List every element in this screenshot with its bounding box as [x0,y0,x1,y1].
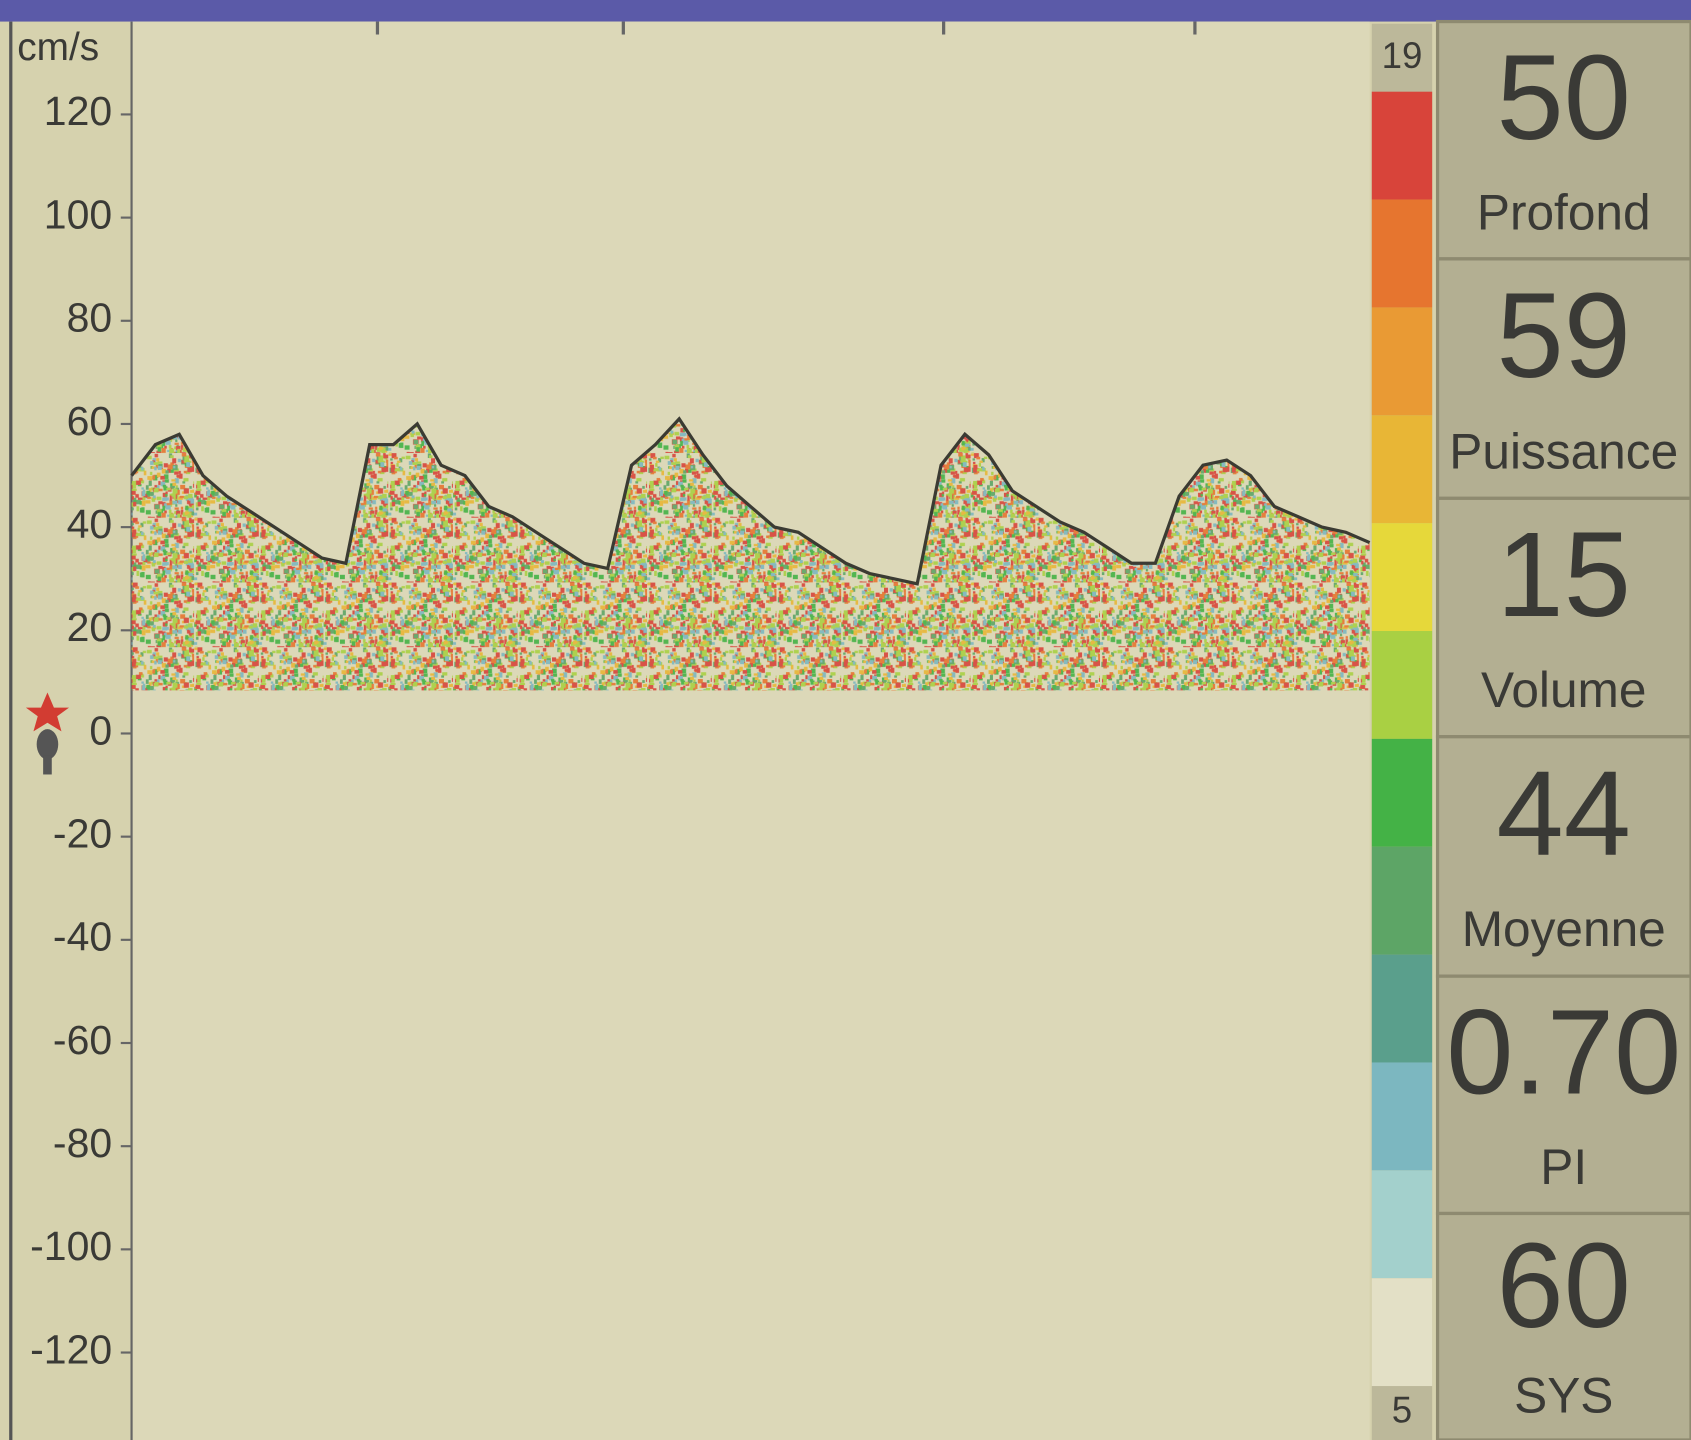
y-tick-label: -40 [53,914,112,960]
readout-label: Puissance [1449,423,1678,479]
y-tick-label: -60 [53,1017,112,1063]
readout-label: PI [1540,1139,1587,1195]
y-tick-label: 60 [67,398,113,444]
y-tick-label: -100 [30,1223,112,1269]
readout-value: 59 [1497,268,1631,403]
readout-value: 15 [1497,507,1631,642]
y-tick-label: 120 [44,88,112,134]
readout-label: Profond [1477,184,1651,240]
readout-panel: 50 Profond 59 Puissance 15 Volume 44 Moyenne 0.7… [1438,22,1691,1440]
doppler-screen: cm/s 19 5 50 Profond 59 Puissance 15 Volume 44… [0,0,1691,1440]
readout-label: Moyenne [1462,901,1666,957]
y-tick-label: -120 [30,1326,112,1372]
plot-area [132,22,1370,1440]
y-tick-label: 80 [67,295,113,341]
readout-label: SYS [1514,1367,1613,1423]
y-tick-label: -20 [53,810,112,856]
color-bar [1372,24,1432,1440]
y-tick-label: 20 [67,604,113,650]
top-bar [0,0,1691,22]
y-tick-label: 0 [89,707,112,753]
y-tick-label: 100 [44,191,112,237]
y-unit: cm/s [17,26,99,69]
color-scale-max: 19 [1382,35,1423,76]
y-tick-label: -80 [53,1120,112,1166]
readout-value: 50 [1497,30,1631,165]
readout-value: 44 [1497,746,1631,881]
page: { "spectrum": { "y_unit": "cm/s", "ylim"… [0,0,1691,1440]
readout-label: Volume [1481,662,1646,718]
readout-value: 0.70 [1446,985,1681,1120]
readout-value: 60 [1497,1218,1631,1353]
y-tick-label: 40 [67,501,113,547]
color-scale-min: 5 [1392,1390,1412,1431]
